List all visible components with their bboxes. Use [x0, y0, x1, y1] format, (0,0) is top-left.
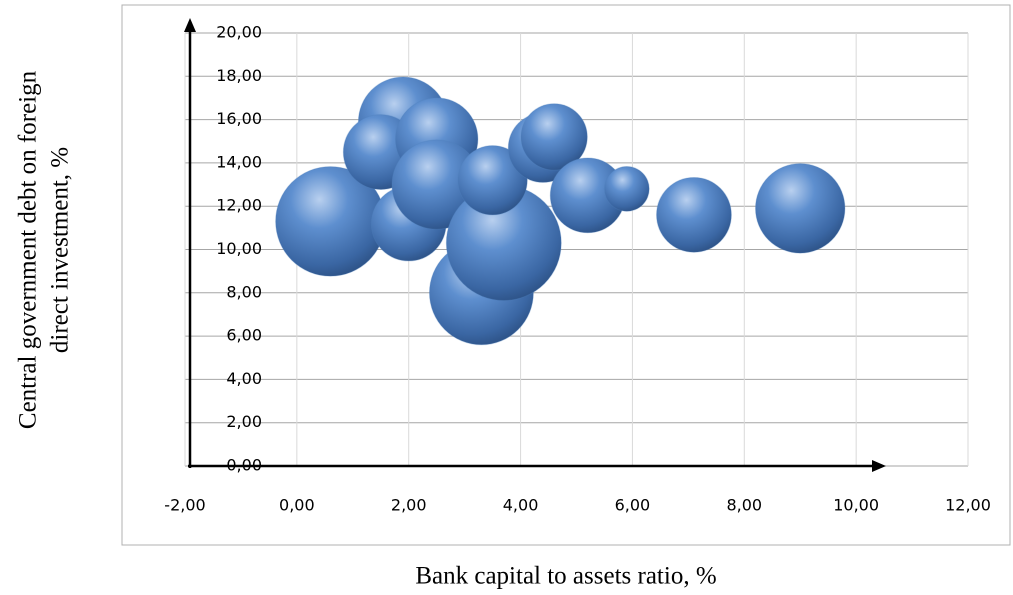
x-tick-label: 8,00	[726, 496, 762, 515]
x-tick-label: 2,00	[391, 496, 427, 515]
y-axis-title: direct investment, %	[47, 147, 74, 353]
y-tick-label: 16,00	[216, 109, 262, 128]
bubble	[457, 145, 528, 216]
y-tick-label: 8,00	[226, 282, 262, 301]
x-arrow-head	[872, 460, 886, 472]
bubble	[603, 166, 650, 212]
x-tick-label: 12,00	[945, 496, 991, 515]
x-tick-label: 10,00	[833, 496, 879, 515]
x-tick-label: -2,00	[164, 496, 205, 515]
y-axis-title: Central government debt on foreign	[15, 70, 42, 429]
x-axis-title: Bank capital to assets ratio, %	[415, 563, 716, 590]
y-tick-label: 12,00	[216, 196, 262, 215]
x-tick-label: 6,00	[615, 496, 651, 515]
y-tick-label: 0,00	[226, 456, 262, 475]
y-tick-label: 18,00	[216, 66, 262, 85]
bubble	[754, 163, 846, 254]
x-tick-label: 0,00	[279, 496, 315, 515]
bubbles	[275, 76, 846, 346]
y-arrow-head	[184, 18, 196, 32]
axis-arrows	[184, 18, 886, 472]
y-tick-label: 6,00	[226, 326, 262, 345]
bubble	[656, 176, 732, 253]
chart-frame	[121, 4, 1011, 546]
y-tick-label: 4,00	[226, 369, 262, 388]
x-tick-label: 4,00	[503, 496, 539, 515]
y-tick-label: 14,00	[216, 152, 262, 171]
bubble	[520, 103, 588, 171]
y-tick-label: 2,00	[226, 412, 262, 431]
y-tick-label: 20,00	[216, 23, 262, 42]
labels: 0,00 2,00 4,00 6,00 8,00 10,00 12,00 14,00 16,00…	[164, 23, 991, 515]
y-tick-label: 10,00	[216, 239, 262, 258]
